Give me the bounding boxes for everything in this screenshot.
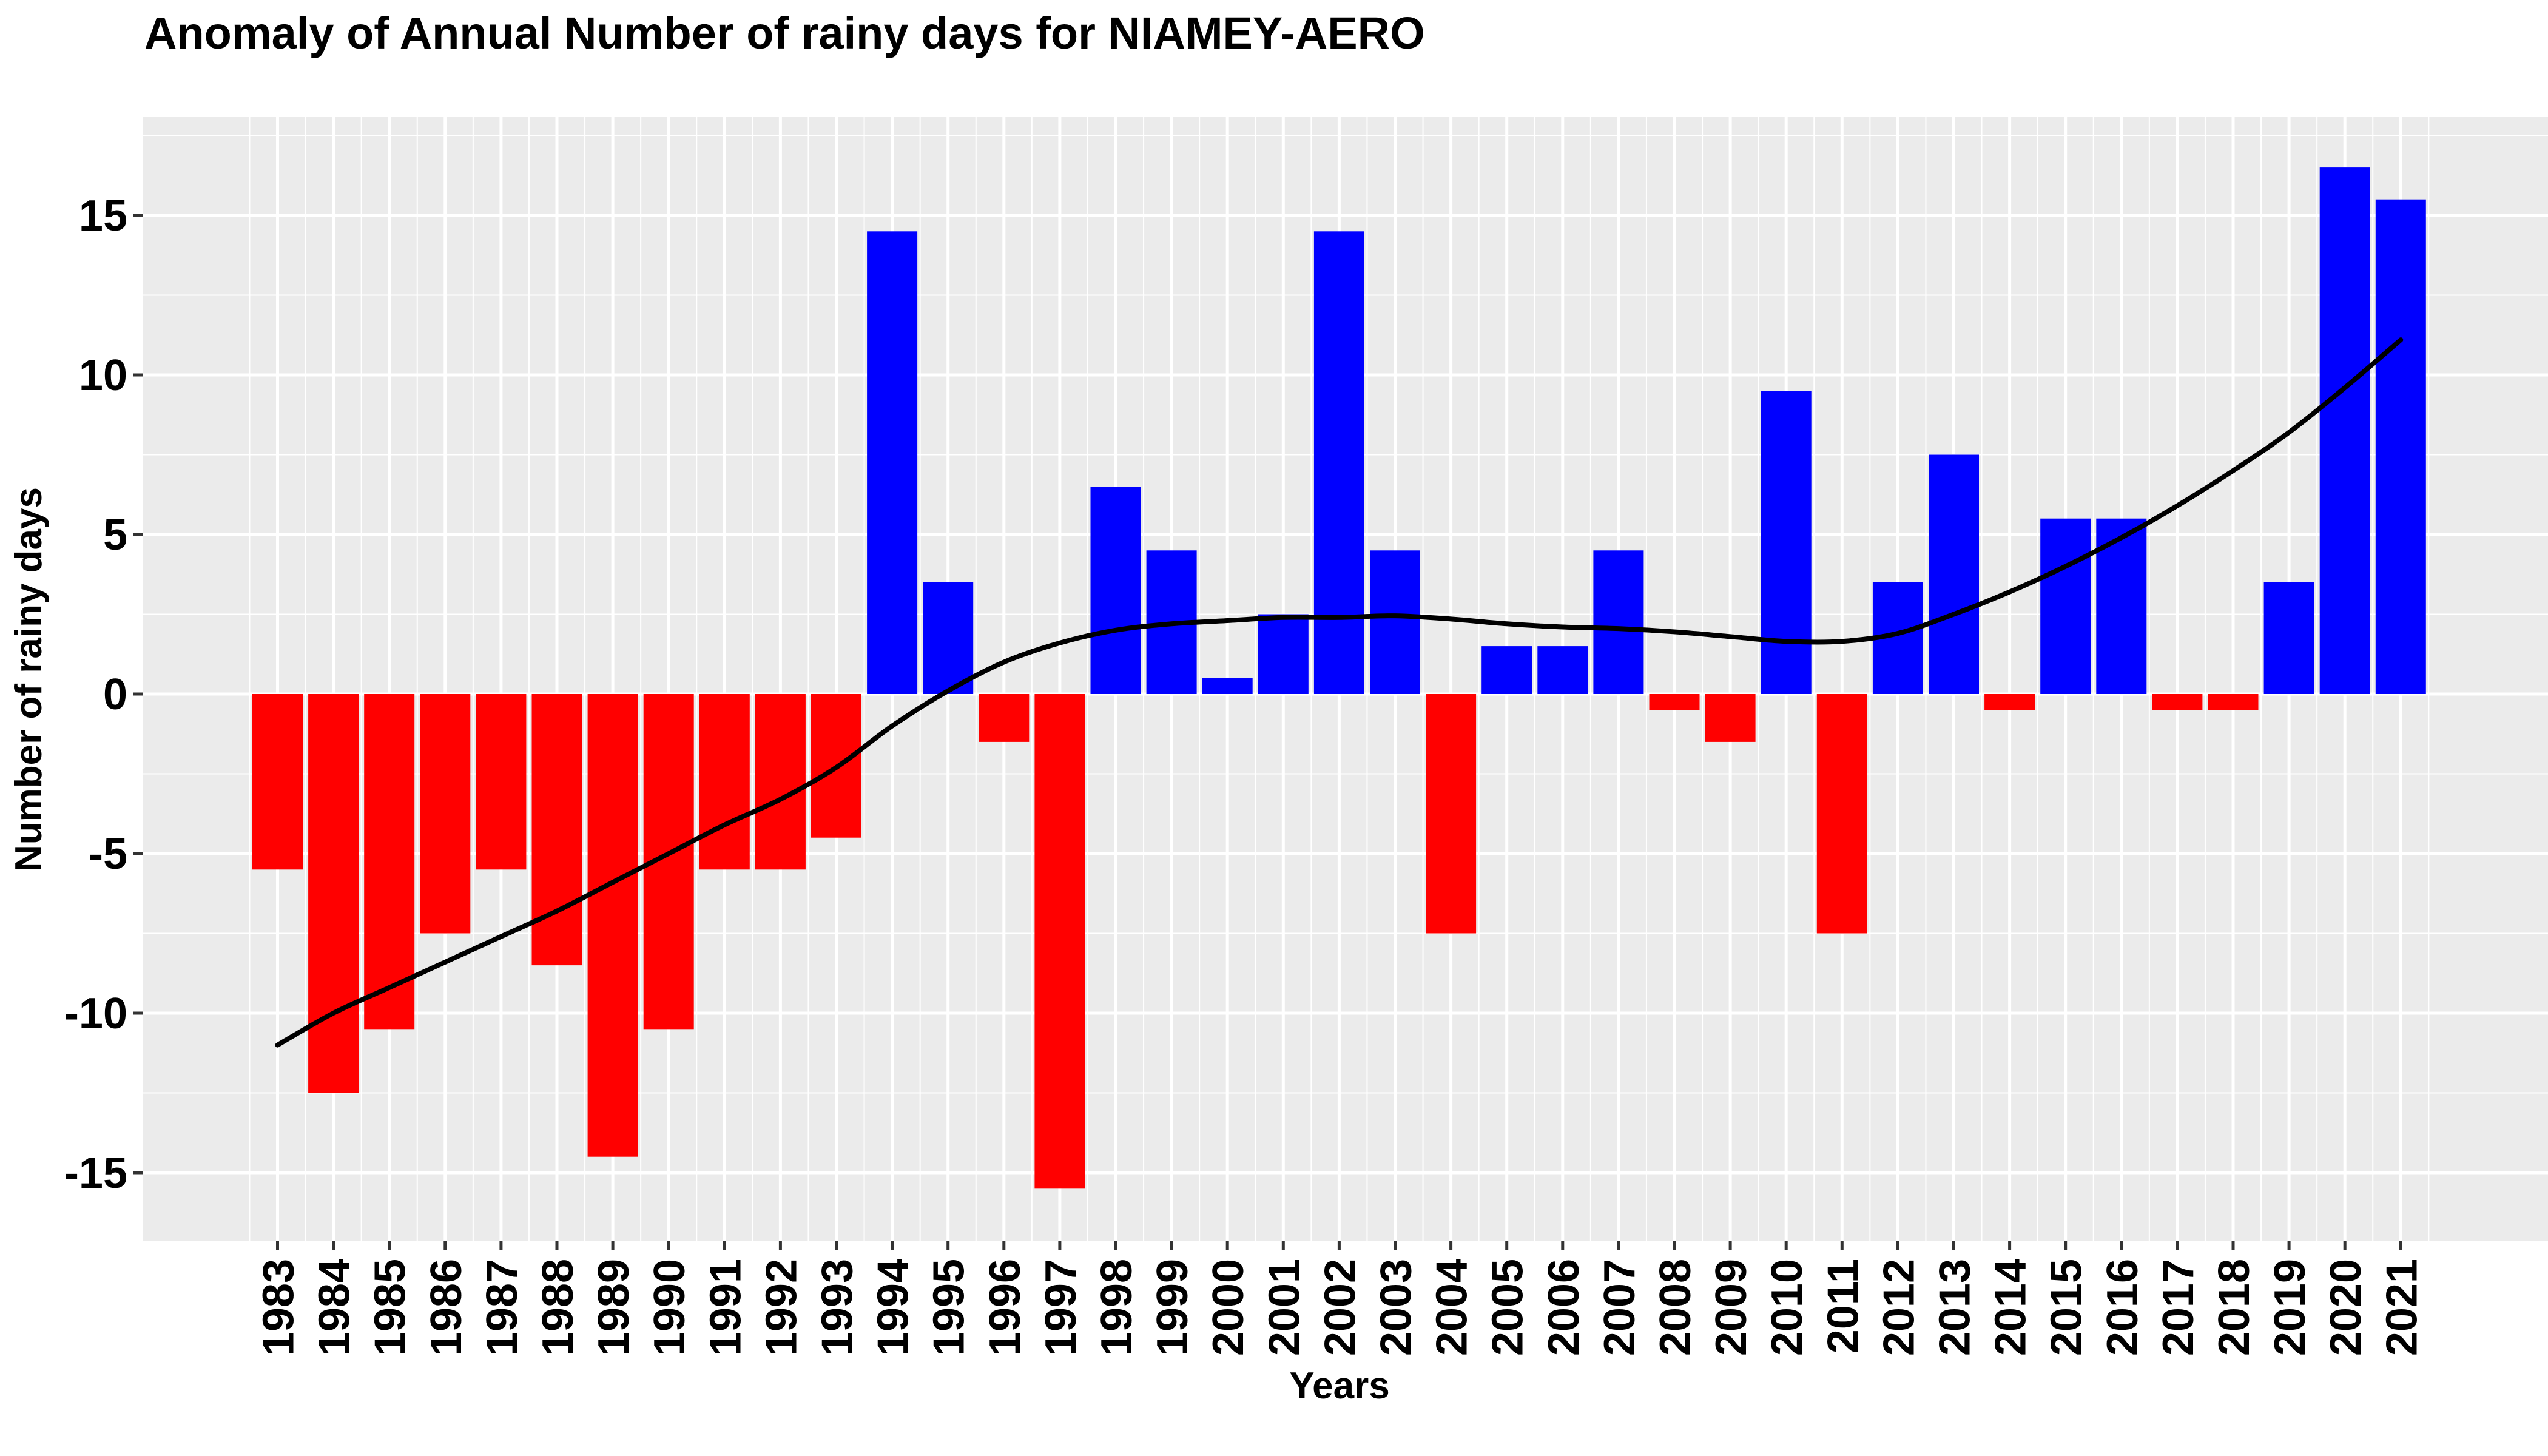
bar-2017 — [2152, 694, 2203, 710]
x-tick-label: 2008 — [1651, 1259, 1700, 1356]
x-tick-label: 1985 — [366, 1259, 415, 1356]
bar-1998 — [1090, 487, 1141, 694]
x-tick-label: 1994 — [869, 1259, 918, 1356]
bar-2008 — [1649, 694, 1700, 710]
x-axis-title: Years — [1289, 1365, 1390, 1407]
bar-2015 — [2040, 518, 2091, 694]
bar-2014 — [1984, 694, 2035, 710]
x-tick-label: 1983 — [255, 1259, 303, 1356]
y-tick-label: 10 — [79, 351, 127, 400]
x-tick-label: 2004 — [1428, 1259, 1477, 1356]
x-tick-label: 1995 — [925, 1259, 974, 1356]
x-axis-ticks: 1983 1984 1985 1986 1987 1988 1989 1990 1991 1992… — [255, 1241, 2426, 1356]
x-tick-label: 2021 — [2378, 1259, 2426, 1356]
x-tick-label: 2011 — [1819, 1259, 1867, 1353]
x-tick-label: 2010 — [1763, 1259, 1812, 1356]
x-tick-label: 2005 — [1484, 1259, 1532, 1356]
y-tick-label: 0 — [103, 670, 127, 719]
bar-2001 — [1258, 614, 1309, 694]
x-tick-label: 2001 — [1260, 1259, 1309, 1356]
y-tick-label: 15 — [79, 192, 127, 240]
x-tick-label: 2017 — [2154, 1259, 2203, 1356]
x-tick-label: 2009 — [1707, 1259, 1756, 1356]
y-tick-label: -10 — [64, 989, 127, 1038]
x-tick-label: 2019 — [2266, 1259, 2314, 1356]
x-tick-label: 2020 — [2322, 1259, 2370, 1356]
bar-2010 — [1761, 391, 1812, 694]
bar-2018 — [2208, 694, 2259, 710]
bars — [252, 167, 2426, 1189]
x-tick-label: 2015 — [2043, 1259, 2091, 1356]
bar-2000 — [1202, 678, 1253, 694]
bar-2020 — [2319, 167, 2370, 695]
bar-1992 — [755, 694, 806, 870]
bar-1983 — [252, 694, 303, 870]
bar-1987 — [476, 694, 527, 870]
y-tick-label: -5 — [89, 830, 127, 878]
x-tick-label: 2000 — [1204, 1259, 1253, 1356]
bar-1984 — [308, 694, 359, 1093]
x-tick-label: 2007 — [1596, 1259, 1644, 1356]
trend-curve — [275, 337, 2404, 1048]
x-tick-label: 1999 — [1148, 1259, 1197, 1356]
x-tick-label: 1989 — [590, 1259, 638, 1356]
x-tick-label: 2002 — [1316, 1259, 1364, 1356]
x-tick-label: 1988 — [534, 1259, 582, 1356]
y-tick-label: -15 — [64, 1149, 127, 1198]
x-tick-label: 2014 — [1987, 1259, 2035, 1356]
bar-2011 — [1816, 694, 1867, 934]
bar-1986 — [420, 694, 471, 934]
x-tick-label: 1987 — [478, 1259, 527, 1356]
x-tick-label: 2018 — [2210, 1259, 2259, 1356]
x-tick-label: 1993 — [814, 1259, 862, 1356]
bar-1988 — [531, 694, 582, 966]
bar-1989 — [587, 694, 638, 1157]
bar-2009 — [1705, 694, 1756, 742]
x-tick-label: 1998 — [1093, 1259, 1141, 1356]
bar-1997 — [1034, 694, 1085, 1189]
x-tick-label: 2012 — [1875, 1259, 1923, 1356]
y-axis-ticks: -15 -10 -5 0 5 10 15 — [64, 192, 143, 1198]
bar-1994 — [867, 231, 918, 694]
bar-2007 — [1593, 550, 1644, 694]
bar-1996 — [979, 694, 1030, 742]
bar-2004 — [1426, 694, 1477, 934]
x-tick-label: 1997 — [1037, 1259, 1085, 1356]
x-tick-label: 1991 — [701, 1259, 750, 1356]
trend-line — [275, 337, 2404, 1048]
x-tick-label: 1996 — [981, 1259, 1030, 1356]
bar-2019 — [2263, 582, 2314, 694]
bar-2021 — [2375, 199, 2426, 694]
y-axis-title: Number of rainy days — [8, 487, 50, 872]
x-tick-label: 1986 — [422, 1259, 471, 1356]
bar-2013 — [1929, 454, 1979, 694]
x-tick-label: 2013 — [1931, 1259, 1980, 1356]
x-tick-label: 1984 — [311, 1259, 359, 1356]
bar-2006 — [1537, 646, 1588, 694]
bar-1991 — [699, 694, 750, 870]
chart-title: Anomaly of Annual Number of rainy days f… — [144, 8, 1425, 58]
x-tick-label: 2003 — [1372, 1259, 1421, 1356]
y-tick-label: 5 — [103, 511, 127, 559]
x-tick-label: 2006 — [1540, 1259, 1588, 1356]
bar-2005 — [1481, 646, 1532, 694]
x-tick-label: 1992 — [757, 1259, 806, 1356]
bar-1995 — [923, 582, 974, 694]
bar-2002 — [1313, 231, 1364, 694]
x-tick-label: 2016 — [2098, 1259, 2147, 1356]
bar-2003 — [1370, 550, 1420, 694]
x-tick-label: 1990 — [645, 1259, 694, 1356]
bar-1985 — [364, 694, 415, 1030]
